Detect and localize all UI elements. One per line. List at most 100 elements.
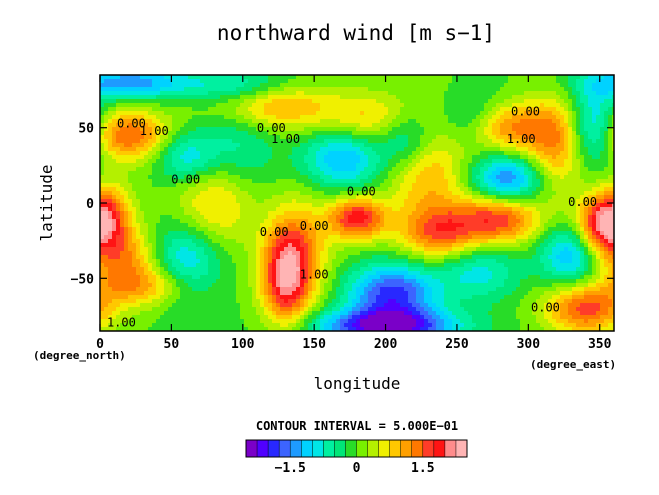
field-cell: [128, 215, 133, 220]
field-cell: [348, 187, 353, 192]
field-cell: [188, 307, 193, 312]
field-cell: [408, 99, 413, 104]
field-cell: [336, 107, 341, 112]
field-cell: [320, 163, 325, 168]
field-cell: [228, 275, 233, 280]
field-cell: [132, 299, 137, 304]
field-cell: [212, 127, 217, 132]
field-cell: [248, 195, 253, 200]
field-cell: [404, 115, 409, 120]
field-cell: [332, 287, 337, 292]
field-cell: [168, 295, 173, 300]
field-cell: [392, 127, 397, 132]
field-cell: [328, 159, 333, 164]
field-cell: [216, 259, 221, 264]
field-cell: [280, 291, 285, 296]
field-cell: [300, 271, 305, 276]
field-cell: [296, 95, 301, 100]
field-cell: [188, 79, 193, 84]
field-cell: [216, 299, 221, 304]
field-cell: [312, 247, 317, 252]
field-cell: [352, 311, 357, 316]
field-cell: [100, 279, 105, 284]
field-cell: [248, 323, 253, 328]
field-cell: [244, 291, 249, 296]
field-cell: [304, 107, 309, 112]
field-cell: [300, 75, 305, 80]
field-cell: [372, 223, 377, 228]
field-cell: [360, 275, 365, 280]
field-cell: [124, 307, 129, 312]
field-cell: [396, 127, 401, 132]
field-cell: [172, 171, 177, 176]
field-cell: [404, 227, 409, 232]
field-cell: [304, 139, 309, 144]
field-cell: [232, 175, 237, 180]
field-cell: [384, 179, 389, 184]
field-cell: [164, 207, 169, 212]
field-cell: [400, 291, 405, 296]
field-cell: [352, 315, 357, 320]
field-cell: [276, 91, 281, 96]
field-cell: [240, 195, 245, 200]
field-cell: [352, 303, 357, 308]
field-cell: [168, 215, 173, 220]
field-cell: [124, 311, 129, 316]
field-cell: [216, 295, 221, 300]
field-cell: [336, 319, 341, 324]
field-cell: [236, 99, 241, 104]
field-cell: [152, 311, 157, 316]
field-cell: [348, 263, 353, 268]
field-cell: [244, 295, 249, 300]
field-cell: [392, 115, 397, 120]
field-cell: [268, 143, 273, 148]
field-cell: [204, 251, 209, 256]
field-cell: [380, 247, 385, 252]
field-cell: [324, 147, 329, 152]
field-cell: [320, 283, 325, 288]
field-cell: [308, 143, 313, 148]
field-cell: [296, 211, 301, 216]
field-cell: [396, 243, 401, 248]
field-cell: [248, 99, 253, 104]
field-cell: [236, 123, 241, 128]
field-cell: [288, 143, 293, 148]
field-cell: [324, 239, 329, 244]
field-cell: [224, 195, 229, 200]
field-cell: [104, 299, 109, 304]
field-cell: [292, 175, 297, 180]
field-cell: [296, 115, 301, 120]
field-cell: [232, 103, 237, 108]
field-cell: [396, 111, 401, 116]
field-cell: [124, 171, 129, 176]
field-cell: [400, 111, 405, 116]
field-cell: [184, 147, 189, 152]
field-cell: [408, 83, 413, 88]
field-cell: [244, 307, 249, 312]
field-cell: [320, 187, 325, 192]
field-cell: [356, 251, 361, 256]
field-cell: [268, 119, 273, 124]
field-cell: [128, 263, 133, 268]
field-cell: [200, 135, 205, 140]
field-cell: [252, 195, 257, 200]
field-cell: [388, 167, 393, 172]
field-cell: [132, 99, 137, 104]
field-cell: [180, 159, 185, 164]
field-cell: [168, 159, 173, 164]
field-cell: [408, 159, 413, 164]
field-cell: [240, 243, 245, 248]
field-cell: [308, 299, 313, 304]
field-cell: [352, 191, 357, 196]
field-cell: [128, 91, 133, 96]
field-cell: [400, 279, 405, 284]
field-cell: [316, 183, 321, 188]
field-cell: [124, 267, 129, 272]
field-cell: [244, 187, 249, 192]
field-cell: [372, 143, 377, 148]
field-cell: [368, 291, 373, 296]
field-cell: [284, 139, 289, 144]
field-cell: [408, 139, 413, 144]
field-cell: [372, 83, 377, 88]
field-cell: [304, 291, 309, 296]
